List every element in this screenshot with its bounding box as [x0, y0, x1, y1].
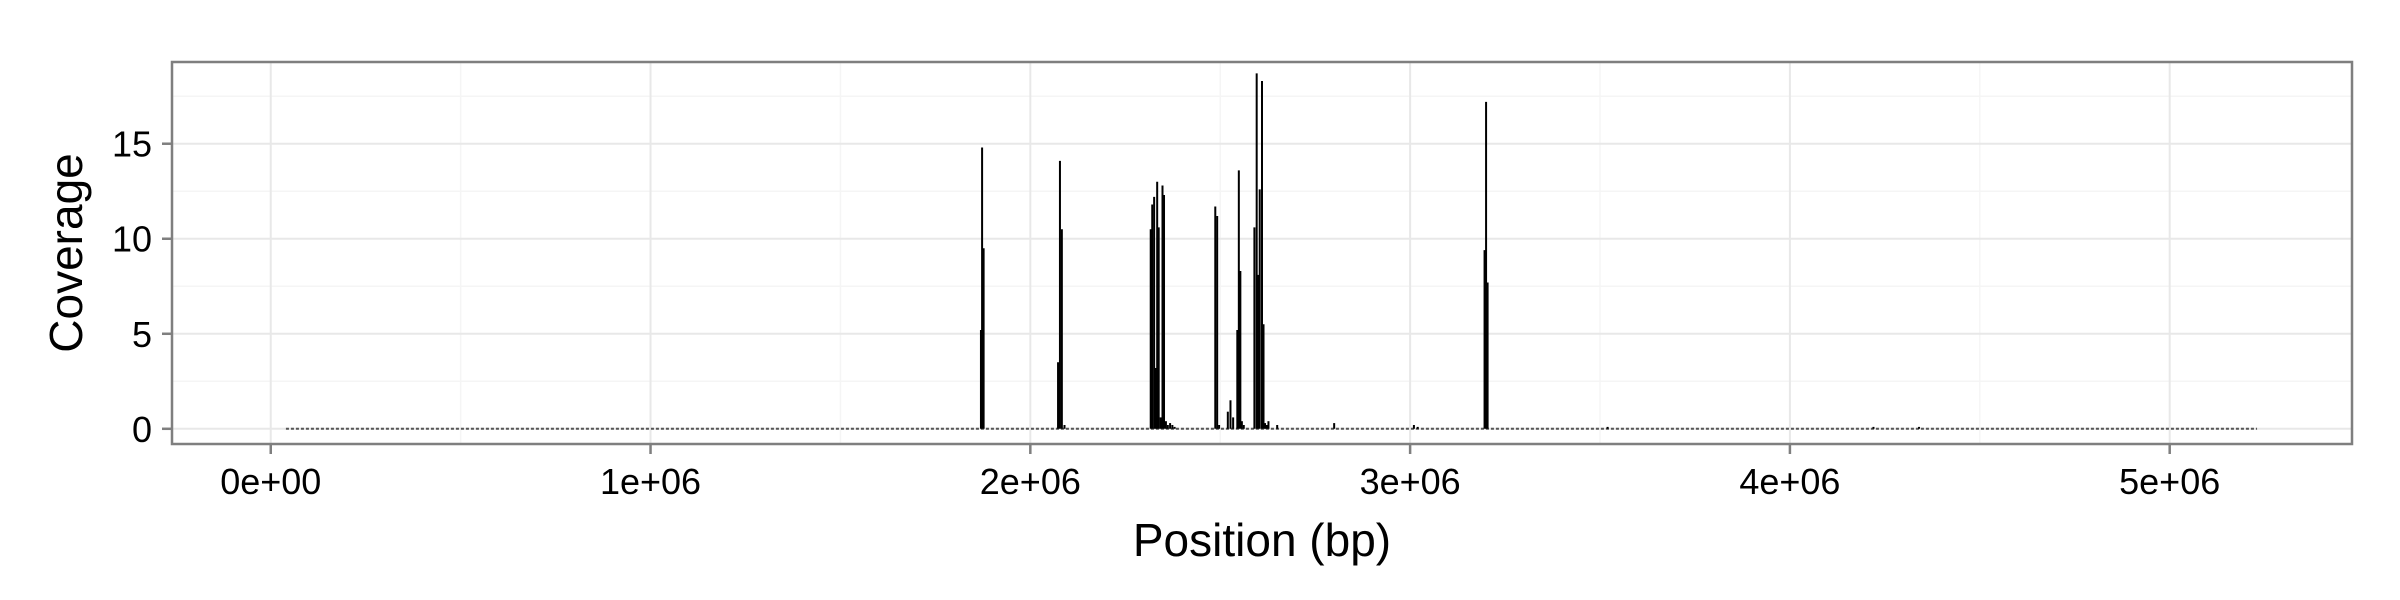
- y-tick-label: 0: [132, 409, 152, 450]
- x-axis: 0e+00 1e+06 2e+06 3e+06 4e+06 5e+06: [220, 444, 2220, 502]
- x-tick-label: 2e+06: [980, 461, 1081, 502]
- y-tick-label: 10: [112, 219, 152, 260]
- x-tick-label: 3e+06: [1360, 461, 1461, 502]
- y-axis: 0 5 10 15: [112, 124, 172, 450]
- x-tick-label: 5e+06: [2119, 461, 2220, 502]
- x-axis-title: Position (bp): [1133, 514, 1391, 566]
- y-axis-title: Coverage: [40, 153, 92, 352]
- plot-border: [170, 60, 2354, 446]
- y-tick-label: 5: [132, 314, 152, 355]
- y-tick-label: 15: [112, 124, 152, 165]
- coverage-bars: [979, 73, 1921, 429]
- x-tick-label: 1e+06: [600, 461, 701, 502]
- x-tick-label: 4e+06: [1739, 461, 1840, 502]
- x-tick-label: 0e+00: [220, 461, 321, 502]
